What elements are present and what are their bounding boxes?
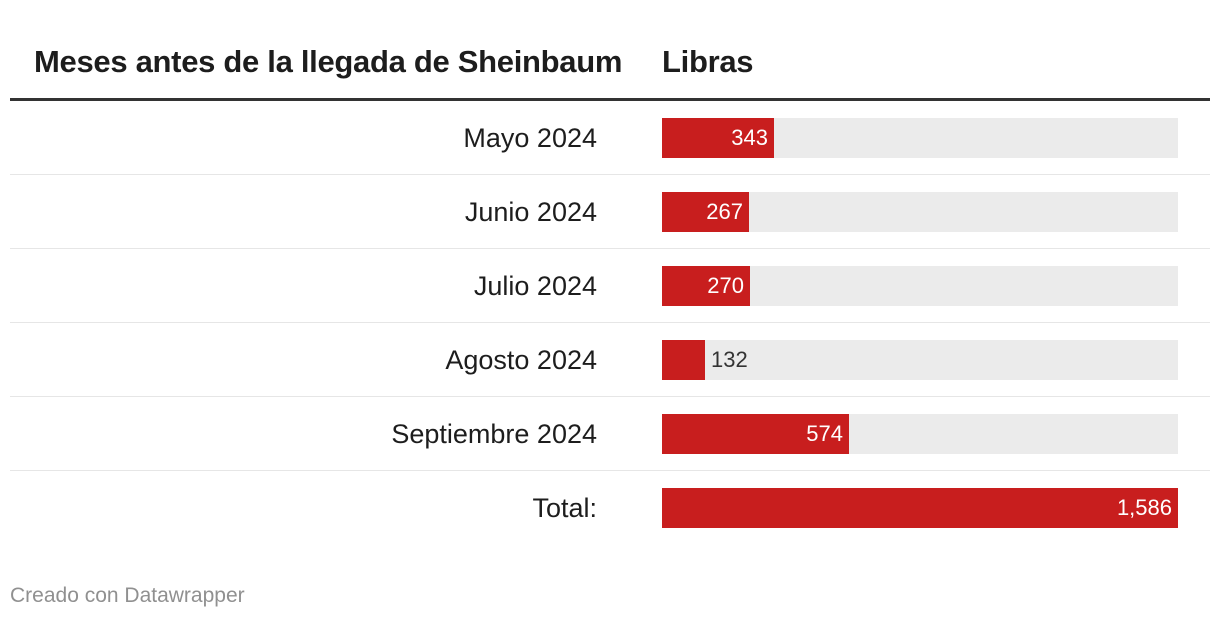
bar xyxy=(662,488,1178,528)
bar-track: 1,586 xyxy=(662,488,1178,528)
bar-track: 132 xyxy=(662,340,1178,380)
bar xyxy=(662,118,774,158)
category-label: Agosto 2024 xyxy=(445,345,597,375)
value-label: 132 xyxy=(711,347,748,372)
column-header-pounds: Libras xyxy=(662,44,754,79)
bar xyxy=(662,266,750,306)
value-label: 574 xyxy=(806,421,843,446)
table-row: Septiembre 2024 574 xyxy=(10,397,1210,471)
bar xyxy=(662,414,849,454)
value-label: 267 xyxy=(706,199,743,224)
bar xyxy=(662,340,705,380)
value-label: 270 xyxy=(707,273,744,298)
header-divider xyxy=(10,98,1210,101)
value-label: 343 xyxy=(731,125,768,150)
bar-track: 343 xyxy=(662,118,1178,158)
bar-track: 270 xyxy=(662,266,1178,306)
credit-footer: Creado con Datawrapper xyxy=(10,584,245,607)
category-label: Mayo 2024 xyxy=(463,123,597,153)
table-row: Total: 1,586 xyxy=(10,471,1210,545)
table-row: Julio 2024 270 xyxy=(10,249,1210,323)
category-label: Julio 2024 xyxy=(473,271,597,301)
table-row: Mayo 2024 343 xyxy=(10,101,1210,175)
table-row: Agosto 2024 132 xyxy=(10,323,1210,397)
table-header: Meses antes de la llegada de Sheinbaum L… xyxy=(10,0,1210,98)
bar-track: 574 xyxy=(662,414,1178,454)
column-header-months: Meses antes de la llegada de Sheinbaum xyxy=(34,44,623,79)
category-label: Septiembre 2024 xyxy=(391,419,597,449)
category-label: Junio 2024 xyxy=(464,197,597,227)
category-label: Total: xyxy=(532,493,597,523)
bar-table: Mayo 2024 343 Junio 2024 267 Julio 2024 270 Ag… xyxy=(10,101,1210,545)
bar-track: 267 xyxy=(662,192,1178,232)
table-row: Junio 2024 267 xyxy=(10,175,1210,249)
value-label: 1,586 xyxy=(1116,495,1172,520)
bar xyxy=(662,192,749,232)
